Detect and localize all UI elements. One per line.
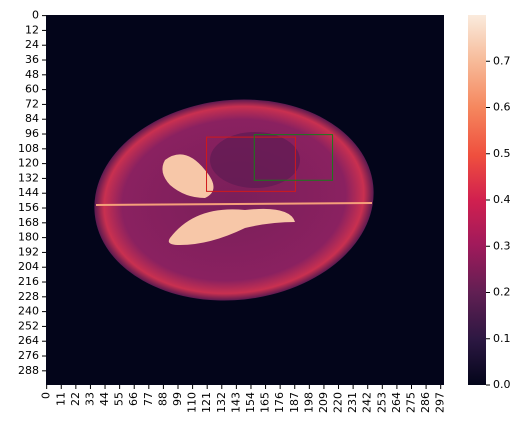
x-tick-label: 121 xyxy=(200,392,213,413)
y-tick-label: 12 xyxy=(25,23,39,36)
x-tick-label: 44 xyxy=(98,392,111,406)
y-tick-label: 0 xyxy=(32,9,39,22)
x-tick-label: 209 xyxy=(317,392,330,413)
y-tick-label: 96 xyxy=(25,127,39,140)
colorbar-tick-label: 0.5 xyxy=(493,147,511,160)
x-tick-label: 0 xyxy=(40,392,53,399)
x-tick-label: 275 xyxy=(404,392,417,413)
x-tick-label: 11 xyxy=(54,392,67,406)
y-tick-label: 276 xyxy=(18,349,39,362)
x-tick-label: 77 xyxy=(142,392,155,406)
x-tick-label: 220 xyxy=(332,392,345,413)
x-tick-label: 198 xyxy=(302,392,315,413)
x-tick-label: 143 xyxy=(229,392,242,413)
x-tick-label: 55 xyxy=(113,392,126,406)
x-tick-label: 176 xyxy=(273,392,286,413)
colorbar-tick-label: 0.1 xyxy=(493,332,511,345)
x-tick-label: 253 xyxy=(375,392,388,413)
colorbar-tick-label: 0.4 xyxy=(493,193,511,206)
colorbar xyxy=(468,15,486,385)
x-tick-label: 187 xyxy=(288,392,301,413)
x-tick-label: 154 xyxy=(244,392,257,413)
colorbar-tick-label: 0.0 xyxy=(493,378,511,391)
x-tick-label: 22 xyxy=(69,392,82,406)
x-tick-label: 264 xyxy=(390,392,403,413)
y-tick-label: 168 xyxy=(18,216,39,229)
x-tick-label: 165 xyxy=(259,392,272,413)
y-tick-label: 180 xyxy=(18,231,39,244)
y-tick-label: 84 xyxy=(25,112,39,125)
y-tick-label: 288 xyxy=(18,364,39,377)
y-tick-label: 240 xyxy=(18,305,39,318)
y-tick-label: 24 xyxy=(25,38,39,51)
bounding-box xyxy=(253,134,334,181)
brain-image xyxy=(94,99,374,301)
x-tick-label: 99 xyxy=(171,392,184,406)
y-tick-label: 216 xyxy=(18,275,39,288)
y-tick-label: 264 xyxy=(18,334,39,347)
y-tick-label: 204 xyxy=(18,260,39,273)
y-tick-label: 144 xyxy=(18,186,39,199)
x-tick-label: 110 xyxy=(186,392,199,413)
y-tick-label: 252 xyxy=(18,319,39,332)
y-tick-label: 156 xyxy=(18,201,39,214)
colorbar-tick-label: 0.3 xyxy=(493,239,511,252)
y-tick-label: 48 xyxy=(25,68,39,81)
y-tick-label: 72 xyxy=(25,97,39,110)
x-tick-label: 231 xyxy=(346,392,359,413)
x-tick-label: 286 xyxy=(419,392,432,413)
y-tick-label: 60 xyxy=(25,83,39,96)
y-tick-label: 228 xyxy=(18,290,39,303)
x-tick-label: 88 xyxy=(156,392,169,406)
y-tick-label: 36 xyxy=(25,53,39,66)
x-tick-label: 33 xyxy=(83,392,96,406)
colorbar-tick-label: 0.6 xyxy=(493,101,511,114)
bounding-box xyxy=(206,136,296,192)
x-tick-label: 132 xyxy=(215,392,228,413)
y-tick-label: 108 xyxy=(18,142,39,155)
colorbar-tick-label: 0.2 xyxy=(493,286,511,299)
x-tick-label: 297 xyxy=(434,392,447,413)
y-tick-label: 132 xyxy=(18,171,39,184)
y-tick-label: 120 xyxy=(18,157,39,170)
x-tick-label: 66 xyxy=(127,392,140,406)
y-tick-label: 192 xyxy=(18,245,39,258)
x-tick-label: 242 xyxy=(361,392,374,413)
colorbar-tick-label: 0.7 xyxy=(493,54,511,67)
